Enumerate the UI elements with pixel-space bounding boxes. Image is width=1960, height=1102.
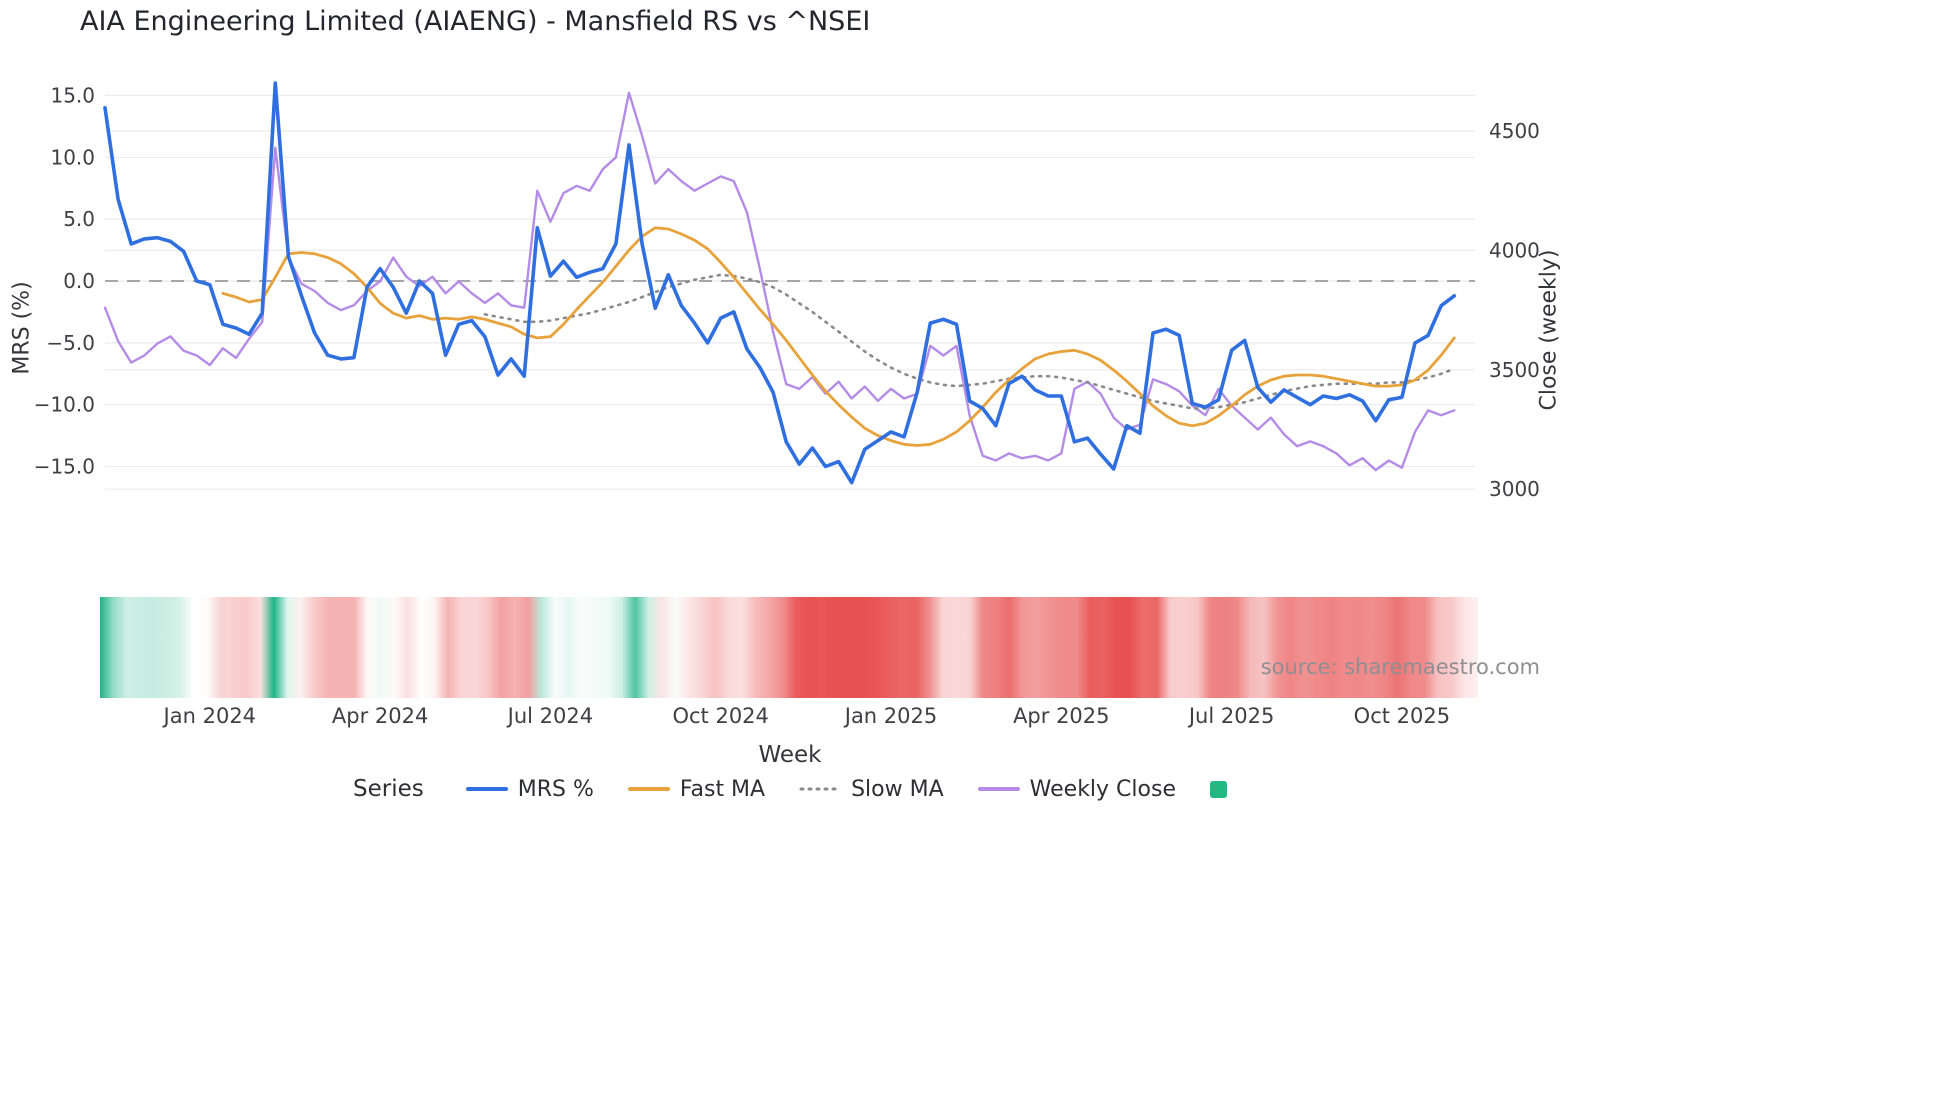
legend-swatch-square [1210,780,1227,798]
legend-item-weekly-close: Weekly Close [977,776,1176,802]
legend-item-fast-ma: Fast MA [627,776,766,802]
x-tick-label: Jul 2025 [1188,704,1275,728]
right-axis-title: Close (weekly) [1536,249,1562,411]
legend-item-heatband [1210,780,1227,798]
left-axis-title: MRS (%) [9,281,35,375]
y-left-tick-label: 15.0 [50,83,95,107]
y-left-tick-label: −10.0 [34,393,95,417]
y-left-tick-label: 5.0 [63,207,95,231]
legend-item-label: Slow MA [851,776,944,802]
x-axis-tick-labels: Jan 2024 Apr 2024 Jul 2024 Oct 2024 Jan 2025… [0,704,1960,734]
x-axis-title: Week [758,742,822,768]
series-line-slow-ma [483,273,1456,410]
legend-item-mrs-: MRS % [465,776,594,802]
legend-item-slow-ma: Slow MA [799,777,944,802]
legend-item-label: MRS % [517,776,594,802]
y-left-tick-label: 0.0 [63,269,95,293]
x-tick-label: Jan 2024 [163,704,257,728]
y-left-tick-label: 10.0 [50,145,95,169]
main-chart: 15.0 10.0 5.0 0.0 −5.0 −10.0 −15.0 4500 4000 3500… [34,81,1540,501]
y-left-tick-label: −15.0 [34,455,95,479]
x-tick-label: Oct 2025 [1353,704,1451,728]
legend-swatch-line [465,787,508,791]
chart-title: AIA Engineering Limited (AIAENG) - Mansf… [80,6,871,37]
legend-swatch-line [799,787,841,791]
momentum-heatmap-strip [100,597,1478,698]
x-tick-label: Jul 2024 [507,704,594,728]
legend-swatch-line [977,787,1020,791]
y-right-tick-label: 3500 [1489,358,1540,382]
legend-swatch-line [627,787,670,791]
series-line-mrs- [103,81,1457,485]
series-line-weekly-close [103,91,1456,472]
legend-title: Series [352,776,424,802]
legend: Series MRS % Fast MA Slow MA Weekly Close [0,776,1580,802]
y-right-tick-label: 4000 [1489,238,1540,262]
x-tick-label: Oct 2024 [672,704,769,728]
y-right-tick-label: 3000 [1489,477,1540,501]
series-line-fast-ma [221,226,1456,447]
y-right-tick-label: 4500 [1489,119,1540,143]
x-tick-label: Apr 2024 [331,704,429,728]
source-credit: source: sharemaestro.com [1260,655,1540,679]
legend-item-label: Fast MA [679,776,766,802]
legend-item-label: Weekly Close [1029,776,1176,802]
x-tick-label: Jan 2025 [844,704,938,728]
x-tick-label: Apr 2025 [1013,704,1110,728]
y-left-tick-label: −5.0 [46,331,95,355]
